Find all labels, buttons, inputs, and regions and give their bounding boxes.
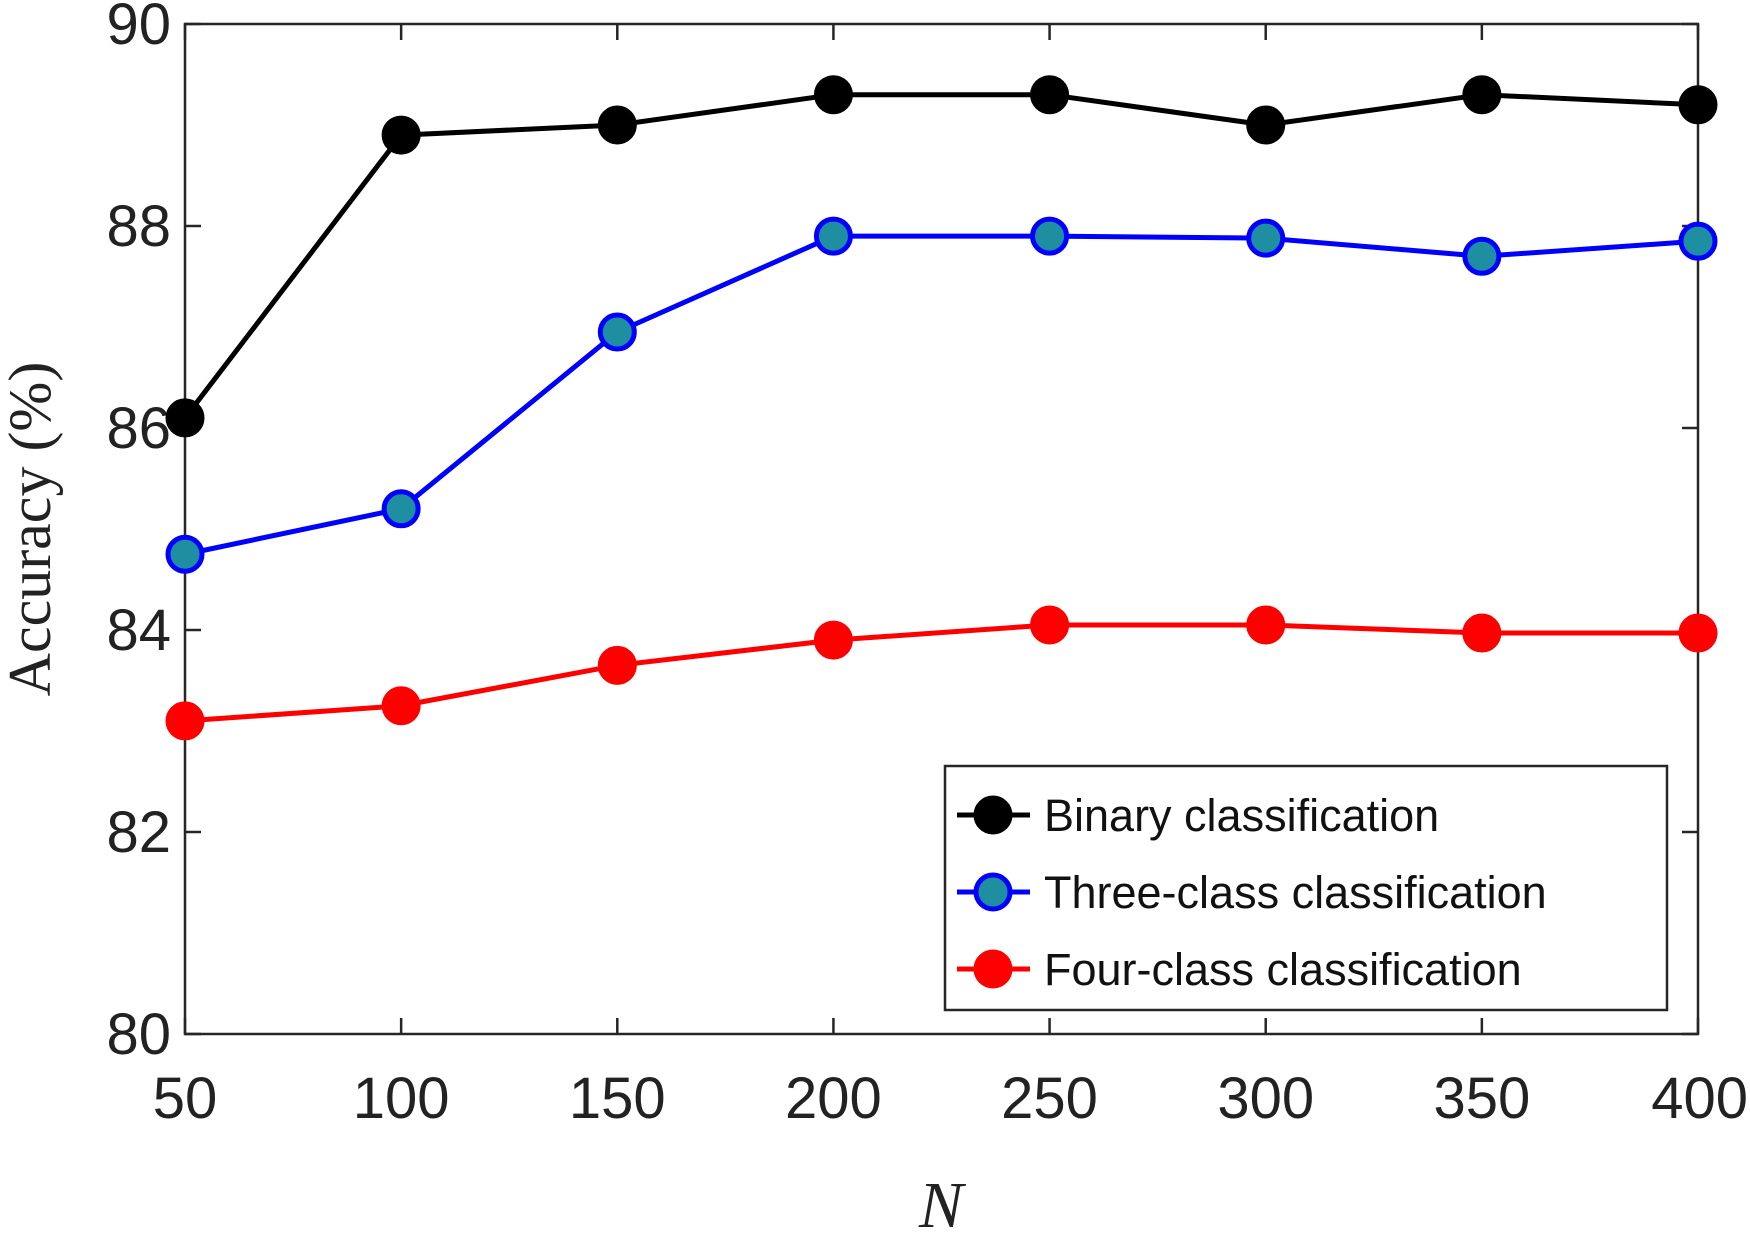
data-point	[1246, 105, 1286, 145]
y-tick-label: 88	[106, 194, 171, 259]
legend-item: Four-class classification	[957, 944, 1522, 995]
y-tick-label: 80	[106, 1002, 171, 1067]
legend-marker	[973, 795, 1013, 835]
series-line	[184, 622, 1698, 724]
data-point	[597, 105, 637, 145]
data-point	[381, 489, 421, 529]
y-axis-title: Accuracy (%)	[0, 362, 63, 697]
data-point	[1246, 218, 1286, 258]
x-tick-label: 100	[353, 1066, 450, 1131]
data-point	[1678, 221, 1718, 261]
data-point	[813, 75, 853, 115]
data-point	[813, 620, 853, 660]
data-point	[165, 534, 205, 574]
y-tick-label: 84	[106, 598, 171, 663]
data-point	[1246, 605, 1286, 645]
data-point	[1462, 613, 1502, 653]
y-tick-label: 86	[106, 396, 171, 461]
x-axis-title: N	[918, 1169, 967, 1242]
legend-label: Four-class classification	[1044, 944, 1522, 995]
series-line	[184, 233, 1699, 557]
data-point	[1462, 75, 1502, 115]
x-tick-label: 50	[153, 1066, 218, 1131]
y-tick-label: 82	[106, 800, 171, 865]
x-tick-label: 400	[1651, 1066, 1748, 1131]
data-point	[1678, 613, 1718, 653]
series-3	[165, 605, 1718, 741]
y-tick-label: 90	[106, 0, 171, 57]
legend-marker	[973, 872, 1013, 912]
x-tick-label: 300	[1217, 1066, 1314, 1131]
series-line	[183, 92, 1699, 420]
data-point	[1030, 216, 1070, 256]
x-tick-label: 200	[785, 1066, 882, 1131]
legend: Binary classification Three-class classif…	[943, 764, 1669, 1012]
data-point	[1462, 236, 1502, 276]
x-tick-label: 350	[1433, 1066, 1530, 1131]
y-axis-ticks: 80 82 84 86 88 90	[106, 0, 1698, 1067]
data-point	[597, 645, 637, 685]
series-1	[165, 75, 1718, 438]
series-2	[165, 216, 1718, 574]
data-point	[1678, 85, 1718, 125]
legend-box	[943, 764, 1669, 1012]
x-tick-label: 150	[569, 1066, 666, 1131]
data-point	[813, 216, 853, 256]
data-point	[381, 115, 421, 155]
data-point	[1030, 605, 1070, 645]
data-point	[1030, 75, 1070, 115]
x-axis-ticks: 50 100 150 200 250 300 350 400	[153, 24, 1748, 1131]
legend-item: Binary classification	[957, 790, 1439, 841]
data-point	[165, 398, 205, 438]
data-point	[381, 686, 421, 726]
legend-marker	[973, 949, 1013, 989]
legend-item: Three-class classification	[957, 867, 1547, 918]
x-tick-label: 250	[1001, 1066, 1098, 1131]
legend-label: Binary classification	[1044, 790, 1439, 841]
data-point	[165, 701, 205, 741]
series-layer	[165, 75, 1718, 741]
data-point	[597, 312, 637, 352]
legend-label: Three-class classification	[1044, 867, 1547, 918]
